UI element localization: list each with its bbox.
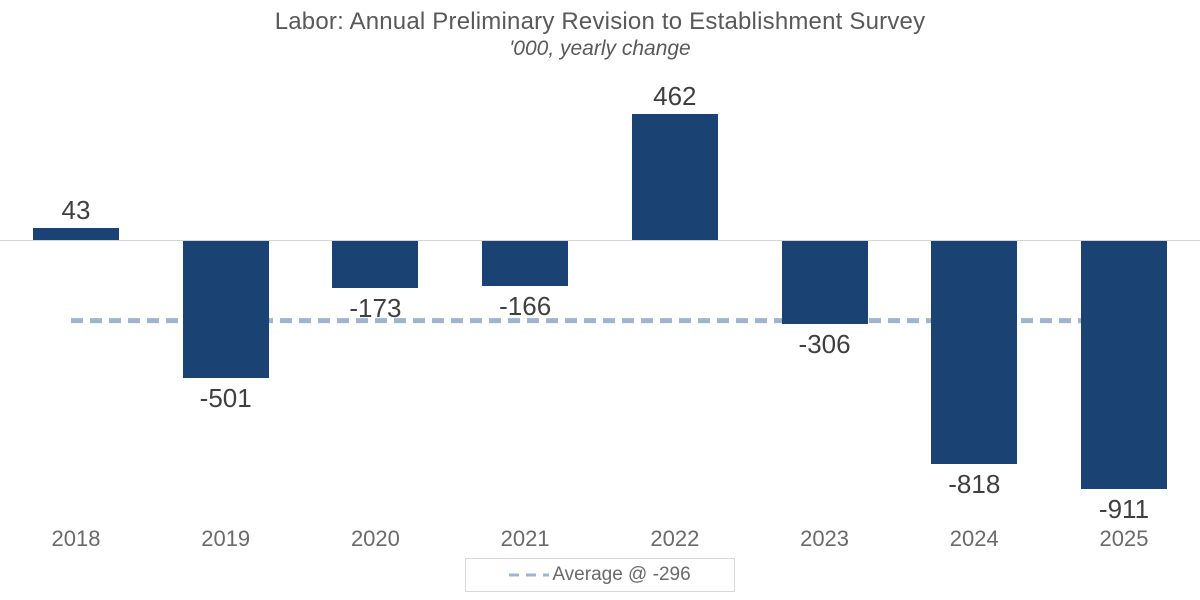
x-axis-label-2025: 2025	[1099, 526, 1149, 551]
legend-label: Average @ -296	[552, 564, 691, 585]
value-label-2024: -818	[948, 468, 1001, 499]
value-label-2018: 43	[61, 195, 91, 226]
x-axis-label-2020: 2020	[350, 526, 400, 551]
x-axis-label-2024: 2024	[949, 526, 999, 551]
bar-2025	[1080, 241, 1167, 490]
value-label-2021: -166	[499, 291, 552, 322]
x-axis-label-2023: 2023	[800, 526, 850, 551]
value-label-2022: 462	[653, 81, 697, 112]
bar-2020	[332, 241, 419, 289]
value-label-2020: -173	[349, 293, 402, 324]
chart-subtitle: '000, yearly change	[509, 37, 691, 60]
bar-2024	[931, 241, 1018, 464]
dashed-line-icon	[509, 573, 550, 577]
zero-axis-line	[0, 240, 1200, 241]
value-label-2025: -911	[1098, 494, 1150, 525]
value-label-2019: -501	[199, 382, 252, 413]
bar-2018	[33, 228, 119, 240]
chart-title: Labor: Annual Preliminary Revision to Es…	[274, 8, 926, 35]
x-axis-label-2021: 2021	[500, 526, 550, 551]
bar-2022	[631, 114, 718, 240]
bar-2019	[182, 241, 269, 378]
x-axis-label-2022: 2022	[650, 526, 700, 551]
x-axis-label-2019: 2019	[201, 526, 251, 551]
x-axis-label-2018: 2018	[51, 526, 101, 551]
bar-2021	[482, 241, 569, 287]
value-label-2023: -306	[798, 329, 851, 360]
bar-2023	[781, 241, 868, 325]
legend: Average @ -296	[465, 558, 735, 592]
